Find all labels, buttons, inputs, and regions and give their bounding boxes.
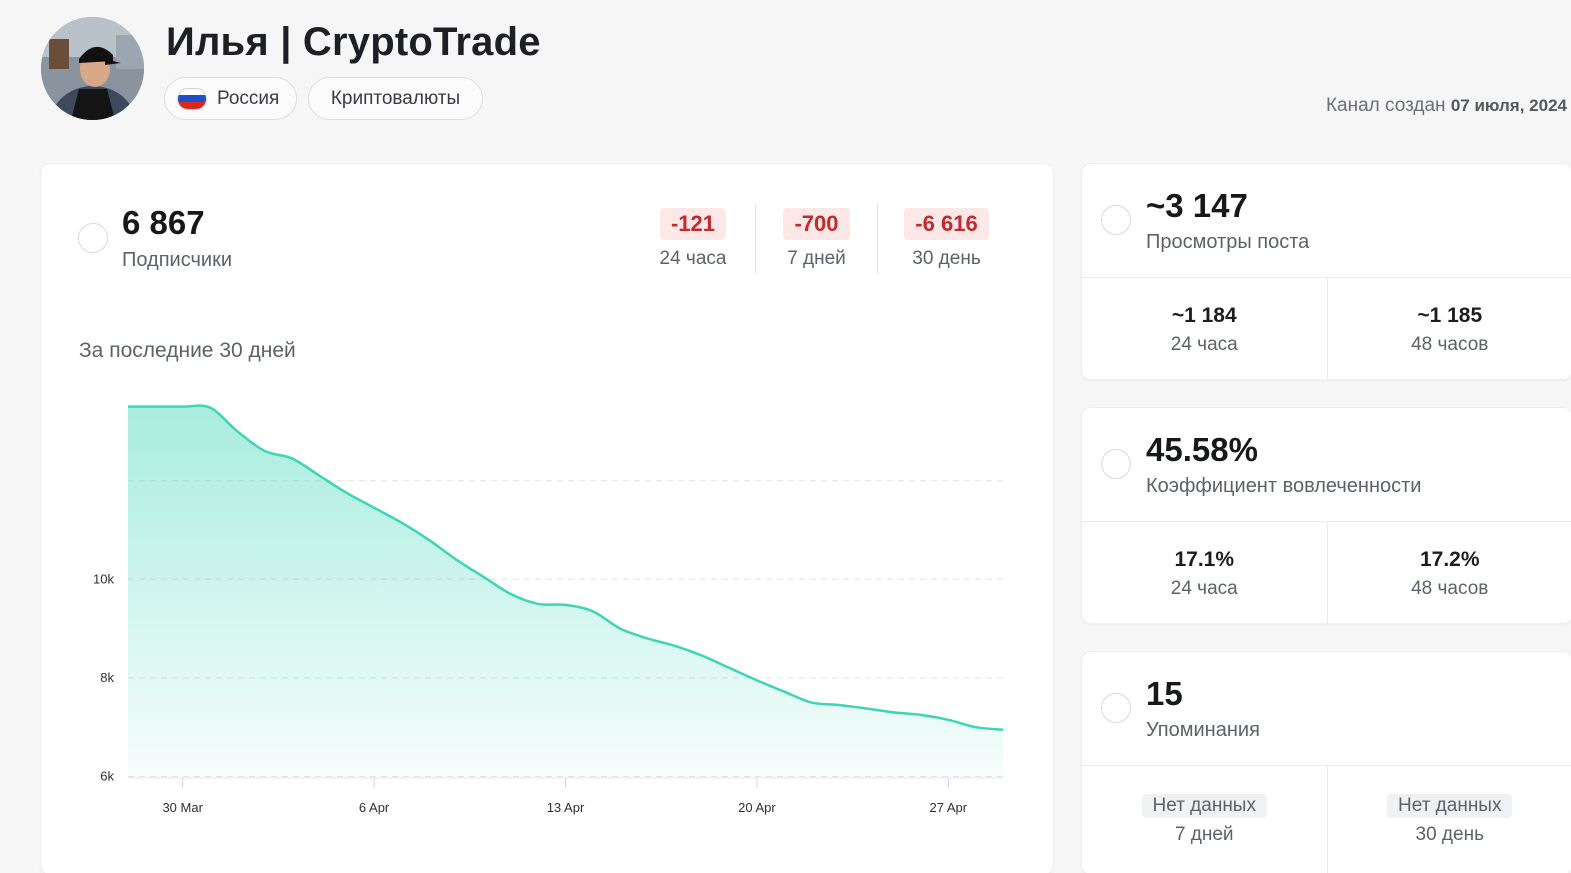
views-header: ~3 147 Просмотры поста [1082,164,1571,278]
views-value: ~3 147 [1146,187,1248,224]
subscribers-chart[interactable]: 30 Mar 6 Apr 13 Apr 20 Apr 27 Apr 6k 8k 10k [41,164,1055,873]
engagement-24h: 17.1% 24 часа [1082,522,1327,625]
mentions-card: 15 Упоминания Нет данных 7 дней Нет данн… [1081,651,1571,873]
stat-label: 24 часа [1170,333,1238,355]
channel-avatar [41,17,144,120]
subscribers-label: Подписчики [122,249,233,271]
engagement-breakdown: 17.1% 24 часа 17.2% 48 часов [1082,522,1571,625]
views-breakdown: ~1 184 24 часа ~1 185 48 часов [1082,278,1571,381]
delta-badge: -121 [659,208,727,240]
views-card: ~3 147 Просмотры поста ~1 184 24 часа ~1… [1081,163,1571,381]
subscribers-value: 6 867 [122,204,205,241]
country-chip[interactable]: Россия [164,77,297,120]
delta-badge: -6 616 [904,208,989,240]
stat-label: 48 часов [1411,333,1489,355]
views-24h: ~1 184 24 часа [1082,278,1327,381]
x-tick-label: 30 Mar [162,800,203,815]
chart-period-label: За последние 30 дней [79,339,296,362]
subscribers-select-radio[interactable] [78,223,108,253]
engagement-card: 45.58% Коэффициент вовлеченности 17.1% 2… [1081,407,1571,625]
subscribers-deltas: -121 24 часа -700 7 дней -6 616 30 день [631,204,1015,274]
created-label: Канал создан [1325,95,1446,116]
created-date: 07 июля, 2024 [1450,96,1567,115]
topic-label: Криптовалюты [330,87,461,109]
mentions-7d: Нет данных 7 дней [1082,766,1327,873]
engagement-header: 45.58% Коэффициент вовлеченности [1082,408,1571,522]
mentions-30d: Нет данных 30 день [1326,766,1571,873]
x-tick-label: 6 Apr [359,800,390,815]
stat-value: ~1 184 [1171,303,1237,327]
russia-flag-icon [177,87,207,110]
y-tick-label: 8k [100,670,114,685]
mentions-select-radio[interactable] [1101,693,1131,723]
views-label: Просмотры поста [1146,231,1310,253]
delta-7d: -700 7 дней [755,204,877,274]
delta-24h: -121 24 часа [631,204,755,274]
views-48h: ~1 185 48 часов [1326,278,1571,381]
engagement-48h: 17.2% 48 часов [1326,522,1571,625]
x-tick-label: 13 Apr [547,800,585,815]
y-tick-label: 10k [93,571,114,586]
x-tick-label: 20 Apr [738,800,776,815]
mentions-header: 15 Упоминания [1082,652,1571,766]
stat-value: 17.1% [1174,547,1235,571]
engagement-label: Коэффициент вовлеченности [1146,475,1422,497]
stat-value: ~1 185 [1417,303,1483,327]
delta-30d: -6 616 30 день [877,204,1015,274]
avatar-image [41,17,144,120]
mentions-value: 15 [1146,675,1183,712]
y-tick-label: 6k [100,769,114,784]
channel-title: Илья | CryptoTrade [166,20,541,64]
subscribers-card: 6 867 Подписчики -121 24 часа -700 7 дне… [40,163,1054,873]
stat-label: 24 часа [1170,577,1238,599]
channel-created: Канал создан 07 июля, 2024 [1326,95,1567,117]
subscribers-line [127,404,1004,731]
delta-label: 30 день [912,248,981,269]
engagement-value: 45.58% [1146,431,1258,468]
mentions-label: Упоминания [1146,719,1260,741]
stat-value: Нет данных [1387,794,1513,818]
stat-value: Нет данных [1141,794,1267,818]
topic-chip[interactable]: Криптовалюты [308,77,483,120]
stat-label: 7 дней [1174,824,1234,845]
stat-label: 48 часов [1411,577,1489,599]
views-select-radio[interactable] [1101,205,1131,235]
stat-label: 30 день [1415,824,1484,845]
country-label: Россия [217,87,280,109]
x-tick-label: 27 Apr [930,800,968,815]
engagement-select-radio[interactable] [1101,449,1131,479]
delta-label: 24 часа [659,248,727,269]
mentions-breakdown: Нет данных 7 дней Нет данных 30 день [1082,766,1571,873]
stat-value: 17.2% [1419,547,1480,571]
delta-badge: -700 [783,208,850,240]
subscribers-area [128,405,1003,778]
delta-label: 7 дней [787,248,846,269]
